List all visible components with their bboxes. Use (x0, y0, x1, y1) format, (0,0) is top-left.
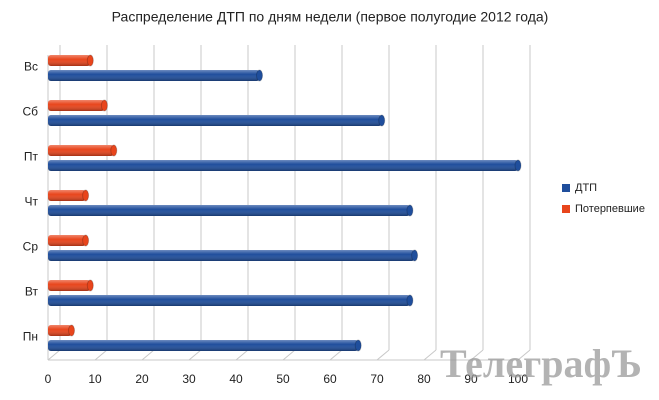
bar-shade (48, 235, 86, 246)
bar-shade (48, 100, 105, 111)
bar-shade (48, 115, 382, 126)
bar-shade (48, 325, 72, 336)
legend-label: Потерпевшие (575, 203, 645, 215)
bar-shade (48, 190, 86, 201)
bar-cap (68, 324, 75, 337)
bar (48, 99, 108, 112)
x-tick-label: 100 (508, 372, 528, 386)
bar (48, 339, 362, 352)
bar-cap (86, 279, 94, 292)
y-tick-label: Пт (24, 150, 39, 164)
legend-swatch (562, 184, 570, 192)
bar (48, 204, 414, 217)
bar-cap (411, 249, 419, 262)
bar (48, 159, 522, 172)
x-tick-label: 70 (370, 372, 384, 386)
legend-label: ДТП (575, 182, 597, 194)
bar-cap (100, 99, 108, 112)
legend-swatch (562, 205, 570, 213)
bar-shade (48, 295, 410, 306)
bar-cap (256, 69, 263, 82)
bar (48, 234, 90, 247)
bar-shade (48, 205, 410, 216)
bar (48, 144, 118, 157)
x-tick-label: 30 (182, 372, 196, 386)
x-tick-label: 0 (45, 372, 52, 386)
bar-cap (378, 114, 386, 127)
y-tick-label: Пн (23, 330, 38, 344)
bar-shade (48, 280, 91, 291)
x-tick-label: 20 (135, 372, 149, 386)
grid-line (282, 349, 296, 361)
bar-shade (48, 55, 91, 66)
bar-cap (86, 54, 94, 67)
grid-line (235, 349, 249, 361)
bar (48, 324, 75, 337)
x-tick-label: 10 (88, 372, 102, 386)
bar-shade (48, 160, 518, 171)
bar-cap (406, 294, 414, 307)
grid-line (141, 349, 155, 361)
grid-line (47, 349, 61, 361)
bar (48, 279, 94, 292)
x-tick-label: 50 (276, 372, 290, 386)
y-tick-label: Вт (25, 285, 39, 299)
bar (48, 69, 263, 82)
bar-shade (48, 250, 415, 261)
bar (48, 294, 414, 307)
bar (48, 114, 386, 127)
grid-line (423, 349, 437, 361)
y-tick-label: Сб (22, 105, 38, 119)
grid-line (517, 349, 531, 361)
watermark: ТелеграфЪ (440, 341, 642, 386)
x-tick-label: 90 (464, 372, 478, 386)
bar (48, 249, 419, 262)
bar-cap (82, 189, 90, 202)
bar-shade (48, 340, 359, 351)
grid-line (329, 349, 343, 361)
y-tick-label: Чт (25, 195, 39, 209)
bar-cap (82, 234, 90, 247)
y-tick-label: Вс (24, 60, 38, 74)
bar-cap (514, 159, 522, 172)
bar (48, 189, 90, 202)
x-tick-label: 40 (229, 372, 243, 386)
bar-shade (48, 145, 114, 156)
bar-cap (354, 339, 362, 352)
grid-line (376, 349, 390, 361)
y-tick-label: Ср (23, 240, 39, 254)
bar (48, 54, 94, 67)
bar-cap (406, 204, 414, 217)
grid-line (94, 349, 108, 361)
grid-line (470, 349, 484, 361)
grid-line (188, 349, 202, 361)
bar-cap (110, 144, 118, 157)
x-tick-label: 60 (323, 372, 337, 386)
chart-title: Распределение ДТП по дням недели (первое… (112, 9, 549, 25)
x-tick-label: 80 (417, 372, 431, 386)
bar-shade (48, 70, 260, 81)
